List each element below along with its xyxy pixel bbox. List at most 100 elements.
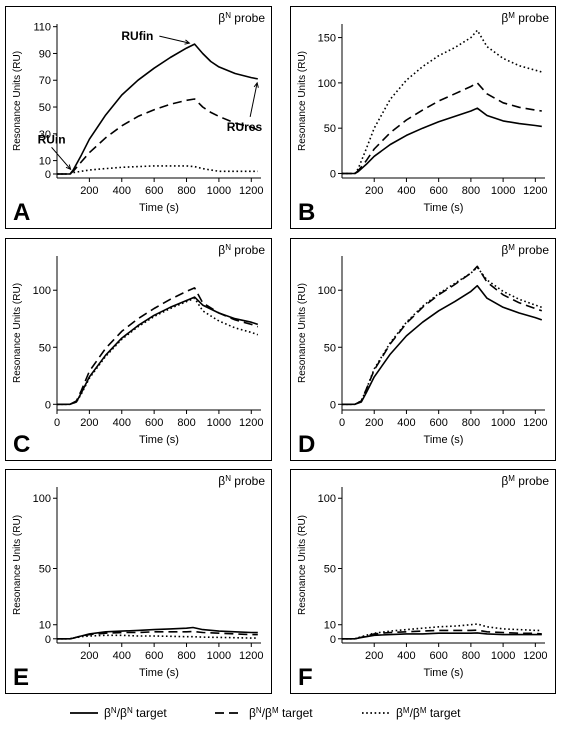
series-line-dashed [57, 630, 258, 640]
annotation-arrowhead [184, 39, 191, 45]
series-line-dotted [57, 634, 258, 640]
x-axis-label: Time (s) [139, 434, 179, 446]
probe-label: βM probe [501, 474, 549, 489]
chart-legend: βN/βN target βN/βM target βM/βM target [70, 706, 461, 721]
x-tick-label: 400 [113, 417, 131, 429]
series-line-solid [342, 107, 542, 175]
x-tick-label: 800 [462, 417, 480, 429]
series-line-dotted [342, 29, 543, 175]
x-tick-label: 400 [113, 185, 131, 197]
x-tick-label: 600 [429, 417, 447, 429]
series-line-solid [342, 284, 543, 406]
y-tick-label: 100 [33, 285, 51, 297]
y-tick-label: 50 [324, 123, 336, 135]
probe-label: βN probe [218, 474, 265, 489]
x-tick-label: 800 [177, 650, 195, 662]
legend-item-dashed: βN/βM target [215, 706, 313, 721]
x-tick-label: 1200 [523, 650, 547, 662]
panel-letter: C [13, 431, 30, 458]
y-tick-label: 0 [330, 634, 336, 646]
y-tick-label: 10 [39, 620, 51, 632]
y-tick-label: 70 [39, 75, 51, 87]
y-axis-label: Resonance Units (RU) [297, 515, 308, 615]
x-tick-label: 600 [145, 650, 163, 662]
panel-letter: B [298, 199, 315, 226]
x-tick-label: 1200 [239, 650, 263, 662]
x-tick-label: 600 [145, 417, 163, 429]
y-tick-label: 50 [324, 564, 336, 576]
x-tick-label: 1200 [523, 185, 547, 197]
x-axis-label: Time (s) [424, 667, 464, 679]
panel-border [5, 238, 272, 461]
y-tick-label: 50 [324, 342, 336, 354]
probe-label: βN probe [218, 243, 265, 258]
annotation-ruin: RUin [38, 132, 72, 171]
x-tick-label: 400 [397, 185, 415, 197]
y-tick-label: 0 [45, 399, 51, 411]
y-tick-label: 100 [318, 285, 336, 297]
series-line-dashed [57, 98, 259, 175]
x-tick-label: 1200 [239, 417, 263, 429]
x-tick-label: 600 [145, 185, 163, 197]
y-tick-label: 100 [318, 78, 336, 90]
y-axis-label: Resonance Units (RU) [12, 283, 23, 383]
panel-letter: D [298, 431, 315, 458]
x-tick-label: 1000 [491, 417, 515, 429]
series-line-dotted [342, 266, 543, 406]
series-line-solid [57, 296, 259, 406]
y-tick-label: 0 [330, 168, 336, 180]
annotation-arrowhead [253, 81, 259, 88]
panel-f: 0 10 50 100 200 400 600 800 1000 1200 Time (s) Reso… [290, 469, 556, 694]
y-tick-label: 50 [39, 342, 51, 354]
y-tick-label: 90 [39, 48, 51, 60]
x-tick-label: 800 [177, 417, 195, 429]
y-tick-label: 0 [45, 169, 51, 181]
y-tick-label: 30 [39, 129, 51, 141]
annotation-arrow [51, 146, 71, 170]
panel-letter: A [13, 199, 30, 226]
legend-item-dotted: βM/βM target [362, 706, 461, 720]
x-tick-label: 400 [397, 650, 415, 662]
series-line-dashed [342, 265, 543, 406]
y-tick-label: 110 [33, 22, 51, 34]
series-line-dotted [342, 623, 542, 640]
x-tick-label: 1000 [207, 185, 231, 197]
x-tick-label: 200 [365, 650, 383, 662]
probe-label: βN probe [218, 11, 265, 26]
annotation-rufin: RUfin [121, 29, 191, 45]
x-tick-label: 200 [80, 417, 98, 429]
series-line-dotted [57, 297, 259, 406]
annotation-text: RUin [38, 132, 66, 146]
panel-border [290, 238, 556, 461]
y-tick-label: 50 [39, 102, 51, 114]
series-line-solid [57, 43, 258, 175]
legend-label: βN/βM target [249, 706, 313, 721]
y-axis-label: Resonance Units (RU) [12, 51, 23, 151]
panel-border [290, 469, 556, 694]
annotation-rures: RUres [227, 81, 262, 134]
x-tick-label: 1000 [491, 185, 515, 197]
x-tick-label: 200 [80, 650, 98, 662]
annotation-arrow [249, 82, 258, 118]
x-tick-label: 600 [429, 185, 447, 197]
legend-item-solid: βN/βN target [70, 706, 167, 720]
x-tick-label: 1000 [491, 650, 515, 662]
y-tick-label: 0 [45, 634, 51, 646]
annotation-arrowhead [65, 164, 72, 171]
y-axis-label: Resonance Units (RU) [297, 51, 308, 151]
panel-border [290, 6, 556, 229]
series-line-dotted [57, 165, 258, 175]
x-axis-label: Time (s) [424, 202, 464, 214]
panel-border [5, 469, 272, 694]
x-tick-label: 1000 [207, 650, 231, 662]
x-tick-label: 800 [462, 650, 480, 662]
panel-letter: E [13, 664, 29, 691]
x-tick-label: 200 [365, 185, 383, 197]
panel-b: 0 50 100 150 200 400 600 800 1000 1200 Time (s) Res… [290, 6, 556, 229]
x-tick-label: 1000 [207, 417, 231, 429]
x-tick-label: 0 [54, 417, 60, 429]
y-tick-label: 0 [330, 399, 336, 411]
